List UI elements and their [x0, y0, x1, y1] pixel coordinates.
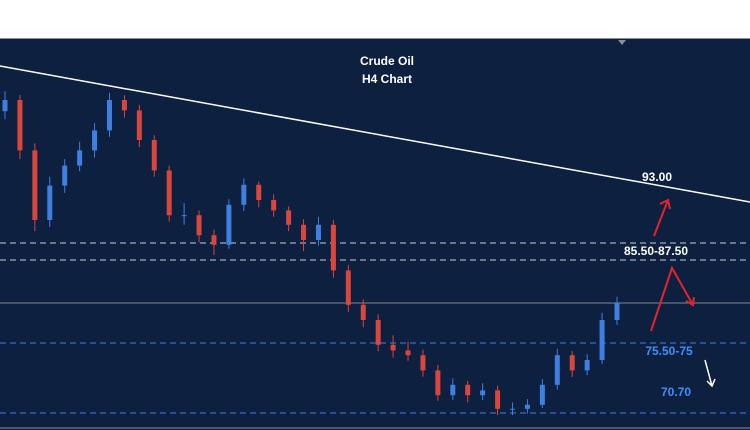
level-label: 75.50-75	[645, 344, 693, 358]
candle-body	[211, 235, 217, 245]
arrow-head	[706, 378, 716, 388]
candle-body	[181, 215, 187, 217]
level-label: 70.70	[661, 385, 691, 399]
candle-body	[151, 140, 157, 171]
candle-body	[524, 404, 530, 409]
chart-subtitle: H4 Chart	[362, 72, 412, 86]
candle-body	[360, 304, 366, 320]
candle-body	[256, 184, 262, 200]
candle-body	[510, 408, 516, 410]
candle-body	[420, 355, 426, 371]
candle-body	[584, 360, 590, 371]
candle-body	[495, 390, 501, 409]
arrow-head	[685, 296, 695, 307]
candle-body	[480, 390, 486, 396]
arrow	[653, 199, 669, 237]
candle-body	[92, 130, 98, 151]
scenario-arrow-down	[704, 359, 716, 388]
candle-body	[121, 100, 127, 111]
scenario-arrows	[650, 198, 695, 332]
candle-body	[435, 370, 441, 396]
candle-body	[286, 210, 292, 225]
chart-title: Crude Oil	[360, 54, 414, 68]
candle-body	[390, 344, 396, 351]
level-label: 85.50-87.50	[624, 244, 688, 258]
candle-body	[136, 110, 142, 140]
candle-body	[2, 100, 8, 112]
candle-body	[375, 320, 381, 345]
candle-body	[315, 224, 321, 240]
candle-body	[106, 100, 112, 131]
level-label: 93.00	[642, 170, 672, 184]
candle-body	[271, 200, 277, 211]
trend-line	[0, 65, 750, 203]
candle-body	[330, 224, 336, 271]
candle-body	[614, 303, 620, 320]
candle-body	[599, 320, 605, 360]
candle-body	[450, 384, 456, 396]
candle-body	[17, 100, 23, 151]
candles	[2, 91, 620, 416]
candle-body	[32, 150, 38, 220]
plot-background	[0, 38, 750, 430]
candle-body	[241, 184, 247, 205]
candle-body	[196, 215, 202, 236]
candle-body	[226, 204, 232, 245]
arrow	[704, 359, 713, 387]
candle-body	[62, 165, 68, 186]
scroll-marker	[618, 40, 626, 45]
arrow	[650, 265, 694, 332]
candle-body	[47, 185, 53, 220]
candle-body	[554, 355, 560, 385]
candle-body	[405, 350, 411, 356]
candle-body	[166, 170, 172, 216]
candle-body	[345, 270, 351, 305]
candle-body	[77, 150, 83, 166]
candle-body	[569, 355, 575, 371]
candle-body	[465, 384, 471, 396]
candle-body	[539, 384, 545, 405]
arrow-head	[659, 198, 671, 210]
candle-body	[301, 224, 307, 240]
